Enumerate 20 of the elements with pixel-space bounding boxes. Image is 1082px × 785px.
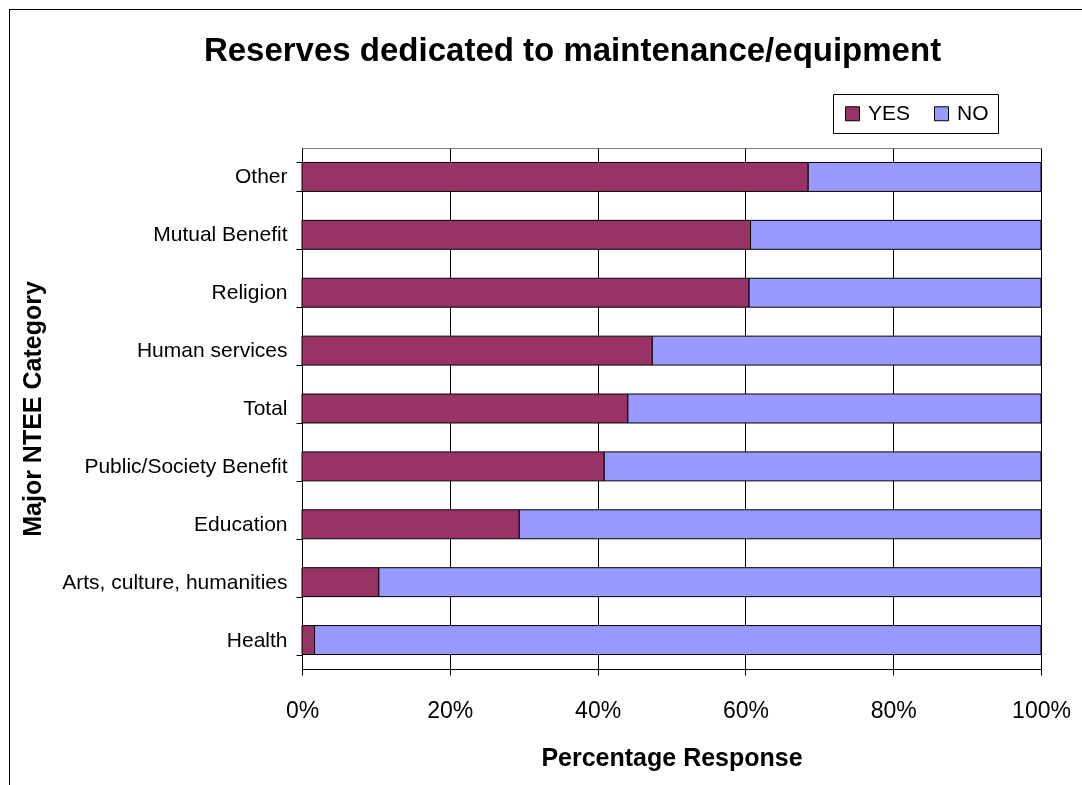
y-tick-label: Religion — [211, 280, 288, 304]
x-axis-title: Percentage Response — [541, 742, 803, 771]
x-tick-label: 20% — [427, 696, 474, 723]
y-tick-label: Mutual Benefit — [153, 222, 288, 246]
x-tick-label: 80% — [870, 696, 917, 723]
x-tick-label: 60% — [722, 696, 769, 723]
y-tick-label: Arts, culture, humanities — [62, 569, 288, 593]
chart-title: Reserves dedicated to maintenance/equipment — [203, 30, 942, 68]
y-tick-label: Education — [194, 511, 288, 535]
y-tick-label: Human services — [136, 338, 288, 362]
x-tick-label: 40% — [575, 696, 622, 723]
y-tick-label: Health — [226, 627, 288, 651]
x-tick-label: 100% — [1012, 696, 1071, 723]
y-tick-label: Other — [234, 164, 288, 188]
legend-label: YES — [868, 100, 911, 124]
y-tick-label: Total — [243, 396, 288, 419]
y-tick-label: Public/Society Benefit — [84, 453, 288, 477]
y-axis-title: Major NTEE Category — [17, 281, 46, 537]
legend-label: NO — [957, 100, 989, 124]
x-tick-label: 0% — [285, 696, 320, 723]
